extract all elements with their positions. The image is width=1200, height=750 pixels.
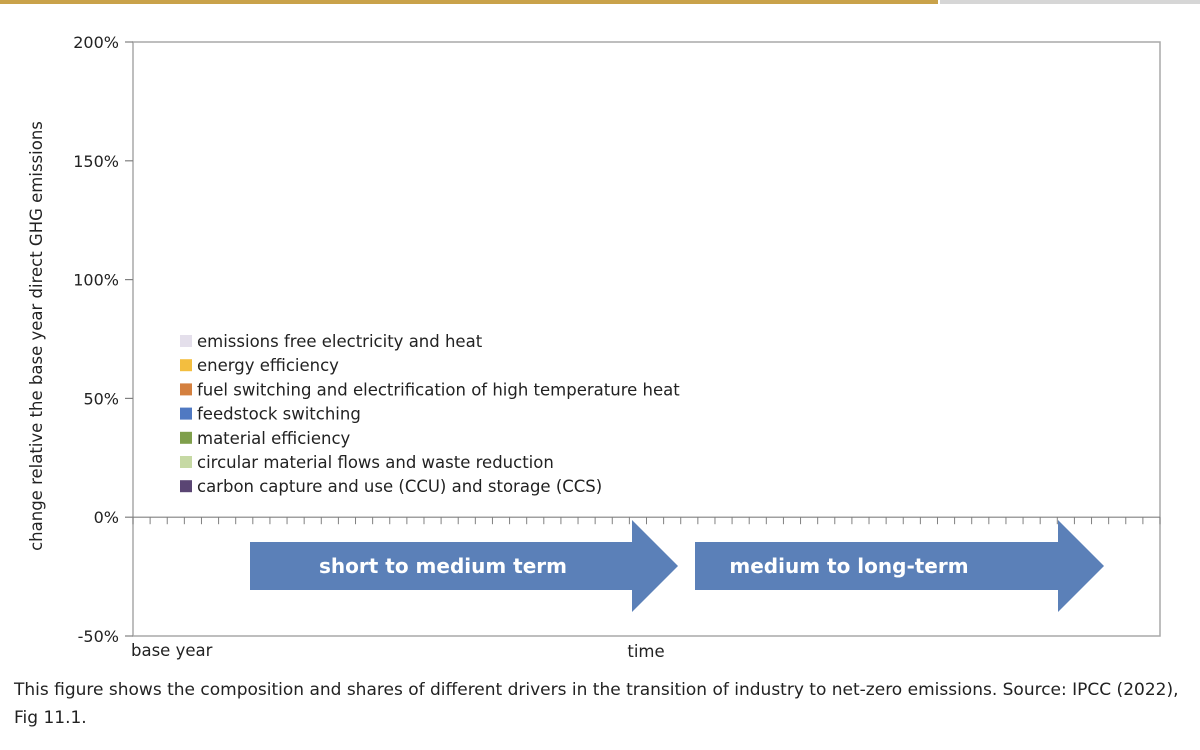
medium-to-long-term-arrow-label: medium to long-term bbox=[729, 554, 968, 578]
medium-to-long-term-arrow bbox=[695, 520, 1104, 612]
legend-label-feedstock-switching: feedstock switching bbox=[197, 405, 361, 424]
y-tick-label: 0% bbox=[94, 508, 119, 527]
legend-swatch-material-efficiency bbox=[180, 431, 192, 444]
legend-swatch-fuel-switching-and-electrification-of-high-temperature-heat bbox=[180, 383, 192, 396]
header-divider-bar bbox=[940, 0, 1200, 4]
chart-legend: emissions free electricity and heat energ… bbox=[180, 332, 680, 496]
y-tick-label: 50% bbox=[83, 389, 119, 408]
y-tick-label: -50% bbox=[78, 627, 119, 646]
legend-label-carbon-capture-and-use-ccu-and-storage-ccs: carbon capture and use (CCU) and storage… bbox=[197, 477, 602, 496]
emissions-drivers-chart: 200% 150% 100% 50% 0% -50% short to medium te… bbox=[27, 33, 1161, 661]
x-axis-start-label: base year bbox=[131, 641, 213, 660]
time-arrows: short to medium term medium to long-term bbox=[250, 520, 1104, 612]
legend-swatch-circular-material-flows-and-waste-reduction bbox=[180, 456, 192, 468]
short-to-medium-term-arrow bbox=[250, 520, 678, 612]
x-axis-title: time bbox=[627, 642, 664, 661]
y-tick-label: 150% bbox=[73, 152, 119, 171]
legend-label-energy-efficiency: energy efficiency bbox=[197, 356, 339, 375]
legend-label-emissions-free-electricity-and-heat: emissions free electricity and heat bbox=[197, 332, 483, 351]
legend-swatch-emissions-free-electricity-and-heat bbox=[180, 335, 192, 347]
axis-labels: change relative the base year direct GHG… bbox=[27, 121, 665, 661]
legend-swatch-carbon-capture-and-use-ccu-and-storage-ccs bbox=[180, 480, 192, 493]
header-accent-bar bbox=[0, 0, 938, 4]
short-to-medium-term-arrow-label: short to medium term bbox=[319, 554, 567, 578]
figure-caption: This figure shows the composition and sh… bbox=[14, 680, 1179, 728]
y-tick-label: 100% bbox=[73, 271, 119, 290]
y-tick-label: 200% bbox=[73, 33, 119, 52]
legend-swatch-feedstock-switching bbox=[180, 407, 192, 420]
y-axis-title: change relative the base year direct GHG… bbox=[27, 121, 46, 551]
legend-label-material-efficiency: material efficiency bbox=[197, 429, 351, 448]
legend-label-fuel-switching-and-electrification-of-high-temperature-heat: fuel switching and electrification of hi… bbox=[197, 380, 680, 399]
legend-label-circular-material-flows-and-waste-reduction: circular material flows and waste reduct… bbox=[197, 453, 554, 472]
legend-swatch-energy-efficiency bbox=[180, 359, 192, 372]
